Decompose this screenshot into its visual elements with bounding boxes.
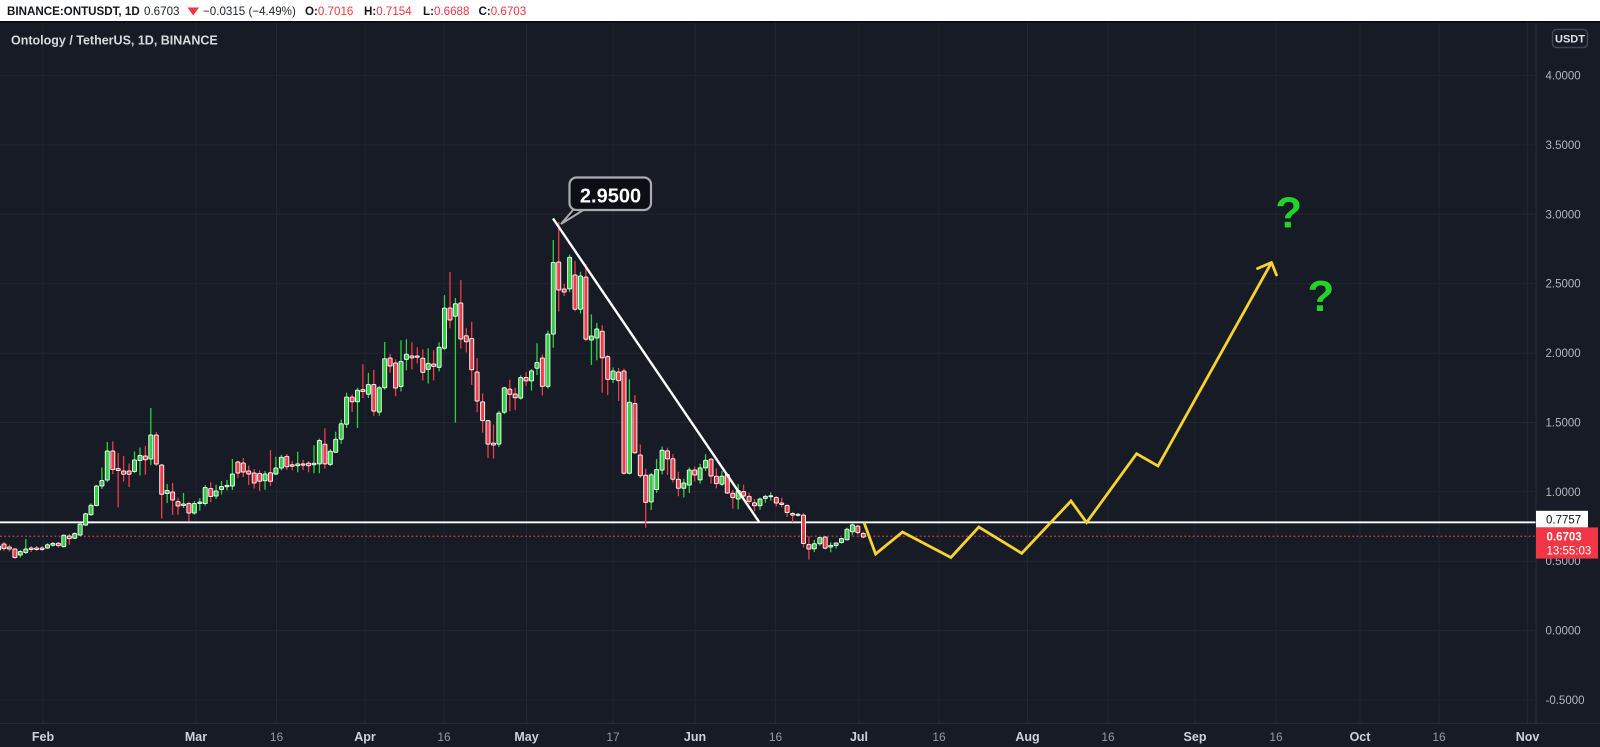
svg-text:?: ?: [1275, 189, 1302, 238]
svg-text:16: 16: [437, 730, 451, 744]
svg-text:Jul: Jul: [850, 730, 868, 744]
svg-text:2.5000: 2.5000: [1546, 279, 1581, 291]
svg-text:L:0.6688: L:0.6688: [423, 5, 469, 18]
svg-text:16: 16: [1432, 730, 1446, 744]
svg-text:Oct: Oct: [1350, 730, 1372, 744]
svg-text:16: 16: [1101, 730, 1115, 744]
svg-text:C:0.6703: C:0.6703: [479, 5, 527, 18]
svg-text:2.0000: 2.0000: [1546, 348, 1581, 360]
svg-text:BINANCE:ONTUSDT, 1D: BINANCE:ONTUSDT, 1D: [7, 5, 140, 18]
svg-text:Jun: Jun: [684, 730, 706, 744]
svg-text:?: ?: [1307, 272, 1334, 321]
svg-text:Mar: Mar: [185, 730, 207, 744]
svg-text:Sep: Sep: [1184, 730, 1207, 744]
svg-text:0.6703: 0.6703: [1547, 532, 1582, 544]
svg-text:Apr: Apr: [354, 730, 376, 744]
svg-text:16: 16: [932, 730, 946, 744]
svg-text:13:55:03: 13:55:03: [1547, 546, 1592, 558]
svg-text:−0.0315 (−4.49%): −0.0315 (−4.49%): [203, 5, 296, 18]
svg-text:4.0000: 4.0000: [1546, 71, 1581, 83]
svg-text:16: 16: [769, 730, 783, 744]
svg-text:May: May: [514, 730, 538, 744]
svg-text:16: 16: [270, 730, 284, 744]
svg-text:2.9500: 2.9500: [580, 186, 641, 208]
svg-text:0.0000: 0.0000: [1546, 626, 1581, 638]
svg-text:-0.5000: -0.5000: [1546, 695, 1585, 707]
svg-text:1.5000: 1.5000: [1546, 418, 1581, 430]
svg-text:Aug: Aug: [1015, 730, 1039, 744]
svg-text:3.0000: 3.0000: [1546, 209, 1581, 221]
svg-text:Ontology / TetherUS, 1D, BINAN: Ontology / TetherUS, 1D, BINANCE: [11, 34, 218, 48]
svg-text:Feb: Feb: [32, 730, 55, 744]
svg-text:3.5000: 3.5000: [1546, 140, 1581, 152]
svg-text:1.0000: 1.0000: [1546, 487, 1581, 499]
svg-text:H:0.7154: H:0.7154: [364, 5, 412, 18]
svg-text:0.6703: 0.6703: [144, 5, 179, 18]
svg-text:17: 17: [606, 730, 620, 744]
svg-text:0.5000: 0.5000: [1546, 556, 1581, 568]
svg-text:0.7757: 0.7757: [1546, 514, 1581, 526]
svg-text:16: 16: [1269, 730, 1283, 744]
svg-text:Nov: Nov: [1516, 730, 1540, 744]
svg-text:USDT: USDT: [1555, 34, 1585, 46]
svg-text:O:0.7016: O:0.7016: [305, 5, 353, 18]
